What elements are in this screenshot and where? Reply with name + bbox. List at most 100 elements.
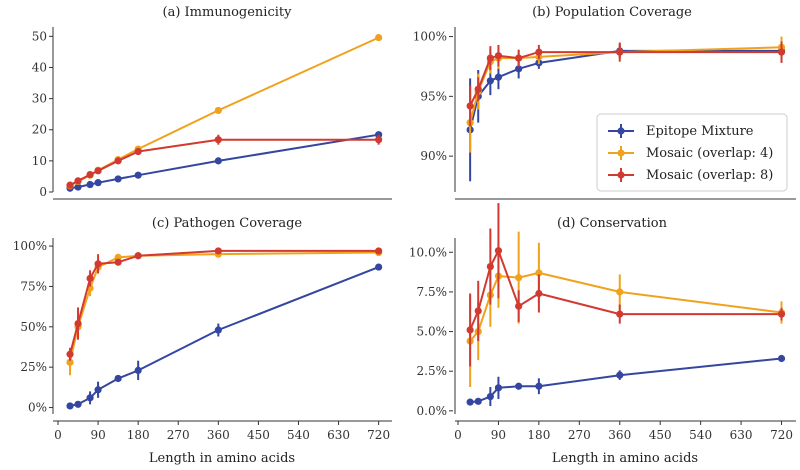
panel-b-point-epitope-mixture bbox=[494, 73, 503, 81]
panel-b-line-mosaic-overlap-8 bbox=[469, 51, 782, 107]
panel-d-point-mosaic-overlap-4 bbox=[616, 288, 624, 296]
panel-c-xtick-label: 540 bbox=[287, 428, 310, 442]
legend-marker-epitope-mixture bbox=[617, 127, 625, 135]
panel-c-series-mosaic-overlap-4 bbox=[66, 248, 383, 376]
panel-d-point-epitope-mixture bbox=[494, 384, 503, 392]
legend-marker-mosaic-8 bbox=[617, 171, 625, 179]
panel-d-yticks: 0.0% 2.5% 5.0% 7.5% 10.0% bbox=[409, 245, 453, 418]
legend: Epitope Mixture Mosaic (overlap: 4) Mosa… bbox=[596, 113, 788, 192]
panel-b-ytick-label: 100% bbox=[413, 30, 447, 44]
panel-d-ytick-label: 0.0% bbox=[417, 404, 448, 418]
panel-d-point-mosaic-overlap-8 bbox=[535, 289, 543, 298]
panel-c-xtick-label: 360 bbox=[207, 428, 230, 442]
panel-c-xtick-label: 90 bbox=[90, 428, 105, 442]
panel-c-point-mosaic-overlap-8 bbox=[86, 274, 94, 282]
panel-c-ytick-label: 50% bbox=[20, 320, 47, 334]
panel-d-point-epitope-mixture bbox=[466, 398, 474, 406]
panel-a-ytick-label: 30 bbox=[32, 92, 47, 106]
panel-b-ytick-label: 95% bbox=[420, 89, 447, 103]
panel-c-point-epitope-mixture bbox=[66, 402, 74, 410]
panel-b-point-mosaic-overlap-8 bbox=[494, 52, 503, 60]
panel-a-ytick-label: 20 bbox=[32, 123, 47, 137]
panel-d-title: (d) Conservation bbox=[557, 216, 668, 231]
panel-d-series-mosaic-overlap-8 bbox=[466, 203, 786, 367]
panel-d-xtick-label: 360 bbox=[608, 428, 631, 442]
panel-d-xtick-label: 270 bbox=[568, 428, 591, 442]
panel-a-point-mosaic-overlap-4 bbox=[214, 106, 222, 115]
panel-d-xtick-label: 180 bbox=[527, 428, 550, 442]
panel-d-ytick-label: 7.5% bbox=[417, 285, 448, 299]
panel-c-xtick-label: 0 bbox=[54, 428, 62, 442]
panel-a-series-mosaic-overlap-4 bbox=[66, 33, 383, 190]
panel-a-ytick-label: 10 bbox=[32, 154, 47, 168]
panel-a-point-epitope-mixture bbox=[114, 175, 122, 183]
panel-a-point-mosaic-overlap-8 bbox=[66, 181, 74, 189]
panel-c-xtick-label: 270 bbox=[167, 428, 190, 442]
panel-d-point-epitope-mixture bbox=[474, 397, 482, 405]
panel-c-point-epitope-mixture bbox=[134, 366, 142, 375]
panel-a-series bbox=[66, 33, 383, 192]
panel-a-point-mosaic-overlap-8 bbox=[134, 147, 142, 156]
panel-d-line-mosaic-overlap-8 bbox=[469, 249, 782, 331]
panel-a-point-epitope-mixture bbox=[74, 183, 82, 191]
panel-d-xticks: 0 90 180 270 360 450 540 630 720 bbox=[454, 421, 793, 442]
panel-c-xticks: 0 90 180 270 360 450 540 630 720 bbox=[54, 421, 390, 442]
panel-b-point-epitope-mixture bbox=[486, 77, 494, 85]
panel-c-series-mosaic-overlap-8 bbox=[66, 247, 383, 361]
panel-c-point-mosaic-overlap-8 bbox=[94, 260, 102, 268]
legend-marker-mosaic-4 bbox=[617, 149, 625, 157]
legend-label-mosaic-8: Mosaic (overlap: 8) bbox=[646, 168, 773, 183]
panel-c-line-epitope-mixture bbox=[69, 266, 379, 407]
panel-b-point-epitope-mixture bbox=[515, 65, 523, 73]
panel-a-point-mosaic-overlap-8 bbox=[375, 136, 383, 144]
panel-c-point-mosaic-overlap-8 bbox=[375, 247, 383, 255]
panel-b-series bbox=[466, 36, 786, 182]
panel-d: (d) Conservation 0.0% 2.5% 5.0% 7.5% 10.0% 0… bbox=[409, 203, 796, 466]
panel-c-series-epitope-mixture bbox=[66, 263, 383, 410]
panel-a-point-mosaic-overlap-8 bbox=[86, 170, 94, 179]
panel-b-point-mosaic-overlap-8 bbox=[486, 54, 494, 62]
panel-a-point-mosaic-overlap-8 bbox=[214, 136, 222, 144]
panel-d-xtick-label: 0 bbox=[454, 428, 462, 442]
panel-d-point-mosaic-overlap-4 bbox=[535, 269, 543, 277]
panel-c-line-mosaic-overlap-4 bbox=[69, 251, 379, 363]
panel-a-ytick-label: 0 bbox=[39, 185, 47, 199]
panel-c-series bbox=[66, 247, 383, 410]
panel-d-point-epitope-mixture bbox=[616, 371, 624, 379]
panel-d-point-mosaic-overlap-8 bbox=[777, 310, 786, 318]
panel-b-point-mosaic-overlap-8 bbox=[515, 54, 523, 62]
panel-a-ytick-label: 40 bbox=[32, 60, 47, 74]
panel-d-point-mosaic-overlap-8 bbox=[616, 310, 624, 318]
panel-c-xtick-label: 450 bbox=[247, 428, 270, 442]
panel-d-ytick-label: 5.0% bbox=[417, 325, 448, 339]
panel-d-point-mosaic-overlap-8 bbox=[466, 326, 474, 334]
panel-b-point-mosaic-overlap-8 bbox=[474, 85, 482, 93]
panel-d-point-mosaic-overlap-8 bbox=[515, 302, 523, 310]
legend-frame bbox=[596, 113, 788, 192]
panel-c-title: (c) Pathogen Coverage bbox=[152, 216, 303, 231]
panel-c-point-epitope-mixture bbox=[74, 400, 82, 408]
panel-c-yticks: 0% 25% 50% 75% 100% bbox=[13, 239, 53, 415]
panel-d-point-epitope-mixture bbox=[486, 392, 494, 401]
panel-b-point-mosaic-overlap-8 bbox=[777, 48, 786, 56]
panel-c-point-epitope-mixture bbox=[94, 386, 102, 394]
panel-b-series-mosaic-overlap-8 bbox=[466, 41, 786, 127]
panel-a-point-epitope-mixture bbox=[134, 171, 142, 179]
panel-d-point-epitope-mixture bbox=[515, 382, 523, 390]
panel-d-xtick-label: 90 bbox=[491, 428, 506, 442]
panel-c-point-epitope-mixture bbox=[214, 326, 222, 334]
panel-a-ytick-label: 50 bbox=[32, 29, 47, 43]
panel-d-line-epitope-mixture bbox=[470, 357, 782, 404]
panel-c-line-mosaic-overlap-8 bbox=[69, 249, 379, 355]
panel-d-xtick-label: 450 bbox=[649, 428, 672, 442]
panel-d-point-epitope-mixture bbox=[777, 354, 786, 363]
panel-d-point-mosaic-overlap-8 bbox=[494, 247, 503, 255]
panel-b-point-mosaic-overlap-8 bbox=[466, 102, 474, 110]
legend-entry-epitope-mixture: Epitope Mixture bbox=[608, 124, 754, 139]
panel-c-point-epitope-mixture bbox=[375, 263, 383, 271]
panel-d-series-epitope-mixture bbox=[466, 354, 786, 407]
panel-d-point-mosaic-overlap-8 bbox=[486, 262, 494, 271]
panel-d-point-mosaic-overlap-4 bbox=[515, 274, 523, 282]
panel-d-point-mosaic-overlap-8 bbox=[474, 307, 482, 315]
